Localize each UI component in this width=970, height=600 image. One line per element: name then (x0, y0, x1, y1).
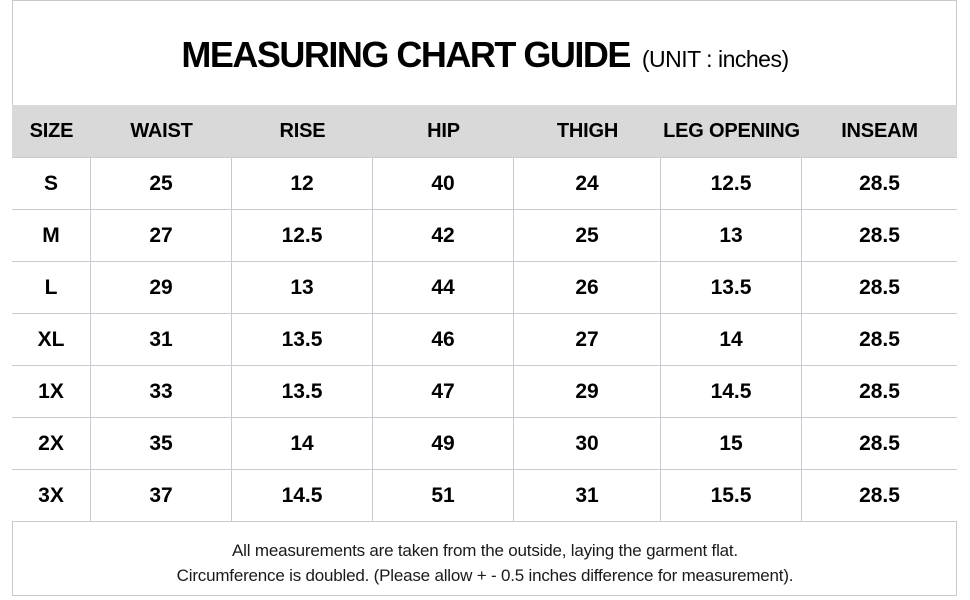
measurement-cell: 26 (514, 262, 661, 314)
measurement-cell: 42 (373, 210, 514, 262)
measurement-cell: 14 (232, 418, 373, 470)
unit-label: (UNIT : inches) (641, 46, 789, 72)
measurement-cell: 14.5 (232, 470, 373, 522)
measurement-cell: 28.5 (802, 314, 957, 366)
measurement-cell: 12.5 (232, 210, 373, 262)
measurement-cell: 28.5 (802, 262, 957, 314)
column-header-leg-opening: LEG OPENING (663, 119, 800, 142)
size-cell: XL (12, 314, 91, 366)
table-row-size-m: M 27 12.5 42 25 13 28.5 (12, 210, 957, 262)
measurement-cell: 47 (373, 366, 514, 418)
table-row-size-xl: XL 31 13.5 46 27 14 28.5 (12, 314, 957, 366)
measurement-cell: 27 (514, 314, 661, 366)
measurement-cell: 49 (373, 418, 514, 470)
measurement-cell: 24 (514, 158, 661, 210)
column-header-thigh: THIGH (556, 119, 619, 142)
page-title: MEASURING CHART GUIDE (UNIT : inches) (0, 34, 970, 76)
size-cell: 1X (12, 366, 91, 418)
measurement-cell: 51 (373, 470, 514, 522)
measurement-cell: 30 (514, 418, 661, 470)
size-cell: 2X (12, 418, 91, 470)
measurement-cell: 15.5 (661, 470, 802, 522)
footer-note: All measurements are taken from the outs… (0, 538, 970, 588)
measurement-cell: 31 (91, 314, 232, 366)
measurement-cell: 13.5 (661, 262, 802, 314)
measurement-cell: 28.5 (802, 158, 957, 210)
measurement-cell: 40 (373, 158, 514, 210)
size-cell: 3X (12, 470, 91, 522)
measurement-cell: 13.5 (232, 366, 373, 418)
size-cell: M (12, 210, 91, 262)
size-table: SIZE WAIST RISE HIP THIGH LEG OPENING INSEAM S 2… (12, 105, 957, 522)
measurement-cell: 13 (232, 262, 373, 314)
size-cell: S (12, 158, 91, 210)
measurement-cell: 44 (373, 262, 514, 314)
measurement-cell: 28.5 (802, 470, 957, 522)
footer-line-2: Circumference is doubled. (Please allow … (176, 566, 794, 585)
measurement-cell: 14.5 (661, 366, 802, 418)
column-header-hip: HIP (427, 119, 460, 142)
measurement-cell: 12 (232, 158, 373, 210)
chart-title: MEASURING CHART GUIDE (181, 34, 631, 75)
measurement-cell: 28.5 (802, 366, 957, 418)
measurement-cell: 15 (661, 418, 802, 470)
table-row-size-1x: 1X 33 13.5 47 29 14.5 28.5 (12, 366, 957, 418)
table-row-size-l: L 29 13 44 26 13.5 28.5 (12, 262, 957, 314)
table-row-size-3x: 3X 37 14.5 51 31 15.5 28.5 (12, 470, 957, 522)
footer-line-1: All measurements are taken from the outs… (232, 541, 738, 560)
measurement-cell: 28.5 (802, 418, 957, 470)
measurement-cell: 37 (91, 470, 232, 522)
measurement-cell: 25 (514, 210, 661, 262)
column-header-inseam: INSEAM (841, 119, 918, 142)
measurement-cell: 28.5 (802, 210, 957, 262)
measurement-cell: 33 (91, 366, 232, 418)
measurement-cell: 31 (514, 470, 661, 522)
measurement-cell: 12.5 (661, 158, 802, 210)
measurement-cell: 13.5 (232, 314, 373, 366)
measurement-cell: 14 (661, 314, 802, 366)
table-row-size-2x: 2X 35 14 49 30 15 28.5 (12, 418, 957, 470)
size-cell: L (12, 262, 91, 314)
column-header-rise: RISE (279, 119, 326, 142)
measurement-cell: 27 (91, 210, 232, 262)
measurement-cell: 29 (514, 366, 661, 418)
column-header-waist: WAIST (130, 119, 193, 142)
column-header-size: SIZE (29, 119, 74, 142)
measurement-cell: 46 (373, 314, 514, 366)
measurement-cell: 25 (91, 158, 232, 210)
measurement-cell: 13 (661, 210, 802, 262)
table-header-row: SIZE WAIST RISE HIP THIGH LEG OPENING INSEAM (12, 105, 957, 158)
measurement-cell: 29 (91, 262, 232, 314)
table-row-size-s: S 25 12 40 24 12.5 28.5 (12, 158, 957, 210)
measurement-cell: 35 (91, 418, 232, 470)
